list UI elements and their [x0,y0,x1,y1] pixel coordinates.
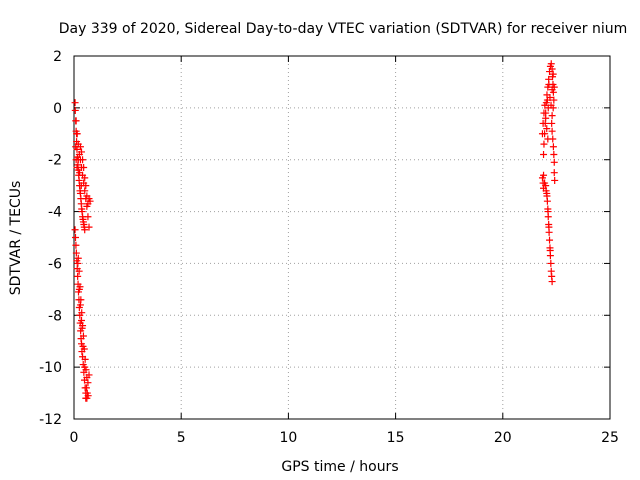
data-point [80,163,88,171]
data-point [538,130,546,138]
x-tick-label: 0 [70,430,79,446]
data-point [550,83,558,91]
data-points [71,60,559,402]
data-point [79,342,87,350]
data-point [547,259,555,267]
data-point [78,309,86,317]
data-point [84,213,92,221]
series-track-c [538,60,559,184]
data-point [72,234,80,241]
data-point [81,187,89,195]
y-tick-label: -6 [48,256,62,272]
data-point [544,104,552,112]
data-point [550,151,558,159]
y-tick-label: -4 [48,205,62,221]
data-point [543,125,551,133]
data-point [74,259,82,267]
plot-frame [73,55,611,420]
data-point [544,135,552,143]
y-tick-label: -8 [48,308,62,324]
data-point [547,60,555,68]
y-tick-label: -12 [39,412,62,428]
data-point [72,143,80,151]
data-point [542,187,550,195]
data-point [549,143,557,151]
data-point [86,197,94,205]
data-point [543,96,551,104]
data-point [544,208,552,216]
data-point [540,109,548,117]
data-point [550,96,558,104]
data-point [72,241,80,249]
data-point [71,106,79,114]
x-tick-label: 15 [387,430,405,446]
x-tick-label: 10 [279,430,297,446]
data-point [549,70,557,78]
y-tick-label: -2 [48,153,62,169]
data-point [546,236,554,244]
data-point [76,169,84,177]
data-point [75,285,83,293]
data-point [76,301,84,309]
data-point [542,114,550,122]
data-point [73,130,81,138]
data-point [81,363,89,371]
data-point [71,99,79,107]
data-point [81,226,89,234]
data-point [84,392,92,400]
data-point [545,81,553,89]
chart-title: Day 339 of 2020, Sidereal Day-to-day VTE… [59,21,628,37]
data-point [85,223,93,231]
data-point [543,192,551,200]
data-point [74,156,82,164]
data-point [79,332,87,340]
x-tick-label: 20 [494,430,512,446]
data-point [551,176,559,184]
series-track-a [71,99,94,234]
series-track-d [538,171,556,286]
y-axis-label: SDTVAR / TECUs [8,181,24,296]
x-tick-label: 5 [177,430,186,446]
data-point [81,355,89,363]
data-point [540,151,548,159]
data-point [77,182,85,190]
grid [74,56,610,419]
data-point [546,246,554,254]
data-point [548,119,556,127]
data-point [78,316,86,324]
x-tick-label: 25 [601,430,619,446]
data-point [550,169,558,177]
x-axis-label: GPS time / hours [281,459,398,475]
series-track-b [71,226,93,402]
data-point [540,171,548,179]
data-point [72,249,80,257]
data-point [550,158,558,166]
data-point [78,324,86,332]
y-tick-label: 2 [53,49,62,65]
data-point [82,384,90,392]
data-point [81,174,89,182]
data-point [548,65,556,73]
data-point [78,148,86,156]
data-point [84,379,92,387]
data-point [71,226,79,234]
data-point [545,223,553,231]
data-point [548,127,556,135]
data-point [548,112,556,120]
axis-ticks: 0 5 10 15 20 25 -12 -10 -8 -6 -4 -2 0 2 [39,49,619,446]
data-point [85,371,93,379]
data-point [539,119,547,127]
data-point [540,140,548,148]
data-point [73,163,81,171]
data-point [548,278,556,286]
y-tick-label: 0 [53,101,62,117]
data-point [75,267,83,275]
data-point [74,272,82,280]
data-point [72,117,80,125]
y-tick-label: -10 [39,360,62,376]
